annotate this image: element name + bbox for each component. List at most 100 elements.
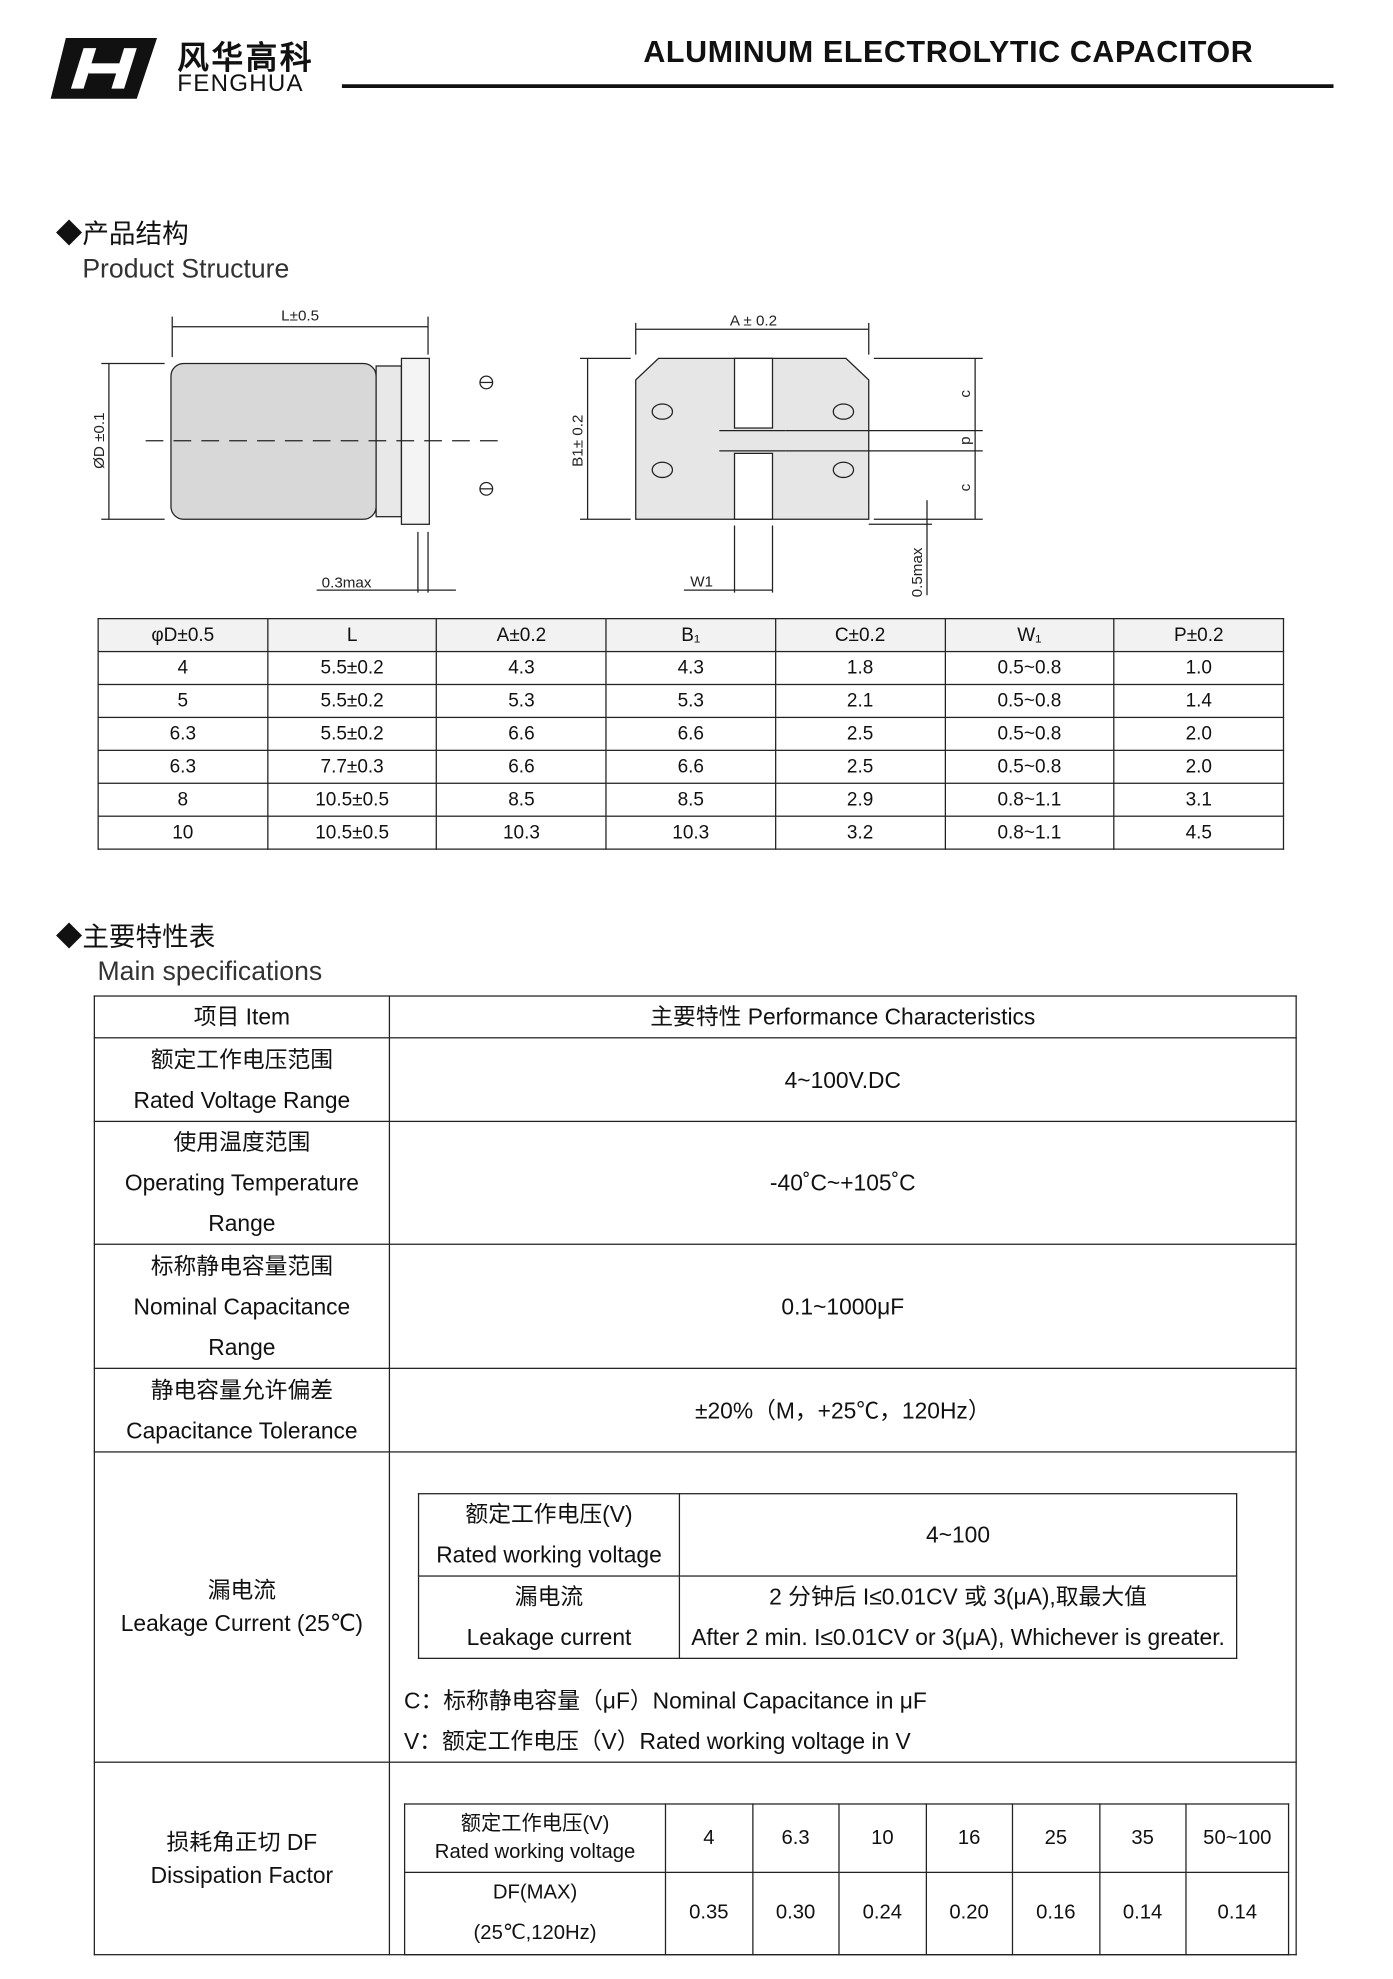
cell-line: 额定工作电压范围 [150, 1046, 334, 1073]
df-cell: 0.16 [1011, 1871, 1100, 1956]
df-table: 额定工作电压(V) Rated working voltage 4 6.3 10 16 25… [403, 1803, 1290, 1956]
cell-line: Rated working voltage [434, 1840, 636, 1863]
cell-line: Rated Voltage Range [133, 1087, 351, 1113]
spec-table: 项目 Item 主要特性 Performance Characteristics 额… [93, 995, 1297, 1956]
df-cell: DF(MAX) (25℃,120Hz) [403, 1871, 667, 1956]
section-heading: ◆主要特性表 [55, 923, 216, 953]
cell-line: Range [208, 1334, 276, 1360]
table-cell: 0.5~0.8 [944, 716, 1115, 751]
df-cell: 0.14 [1098, 1871, 1187, 1956]
table-cell: 2.5 [774, 716, 946, 751]
item-cell: 损耗角正切 DF Dissipation Factor [93, 1761, 391, 1956]
dimension-table: φD±0.5 L A±0.2 B₁ C±0.2 W₁ P±0.2 4 5.5±0.2 4.3 4.3… [97, 618, 1285, 850]
spec-row: 静电容量允许偏差 Capacitance Tolerance ±20%（M，+25℃… [93, 1367, 1297, 1453]
header-cell: B₁ [605, 618, 777, 653]
table-cell: 5.5±0.2 [266, 650, 438, 686]
table-cell: 2.1 [774, 683, 946, 719]
cell-line: Rated working voltage [436, 1542, 662, 1568]
dim-label: 0.3max [322, 575, 372, 592]
dim-label: c [957, 390, 974, 398]
df-cell: 0.35 [664, 1871, 753, 1956]
table-cell: 8 [97, 782, 269, 817]
cell-line: 漏电流 [207, 1577, 277, 1604]
header-row: φD±0.5 L A±0.2 B₁ C±0.2 W₁ P±0.2 [97, 618, 1285, 653]
value-cell: 0.1~1000μF [388, 1243, 1297, 1369]
table-cell: 4.3 [436, 650, 607, 686]
table-cell: 0.5~0.8 [944, 749, 1115, 784]
doc-title: ALUMINUM ELECTROLYTIC CAPACITOR [643, 35, 1254, 70]
table-cell: 2.5 [774, 749, 946, 784]
leakage-cell: 额定工作电压(V) Rated working voltage [417, 1493, 681, 1577]
cell-line: 静电容量允许偏差 [150, 1377, 334, 1403]
item-cell: 标称静电容量范围 Nominal Capacitance Range [93, 1243, 391, 1369]
table-cell: 2.0 [1113, 749, 1285, 784]
value-cell: ±20%（M，+25℃，120Hz） [388, 1367, 1297, 1453]
table-cell: 6.6 [436, 716, 607, 751]
cell-line: Dissipation Factor [150, 1862, 334, 1888]
table-cell: 0.5~0.8 [944, 650, 1115, 686]
header-row: 项目 Item 主要特性 Performance Characteristics [93, 995, 1297, 1039]
cell-line: 漏电流 [514, 1584, 584, 1610]
df-cell: 0.24 [838, 1871, 927, 1956]
dim-label: A ± 0.2 [730, 312, 777, 329]
cell-line: Nominal Capacitance [133, 1293, 351, 1319]
leakage-row: 额定工作电压(V) Rated working voltage 4~100 [417, 1493, 1238, 1577]
cell-line: 损耗角正切 DF [166, 1829, 318, 1855]
item-cell: 额定工作电压范围 Rated Voltage Range [93, 1037, 391, 1123]
value-cell: 额定工作电压(V) Rated working voltage 4 6.3 10 16 25… [388, 1761, 1297, 1956]
item-cell: 使用温度范围 Operating Temperature Range [93, 1120, 391, 1245]
dim-label: p [957, 436, 974, 444]
table-cell: 3.2 [774, 815, 946, 850]
header-cell: L [266, 618, 438, 653]
note: V：额定工作电压（V）Rated working voltage in V [403, 1728, 911, 1754]
table-cell: 2.9 [774, 782, 946, 817]
dim-label: B1± 0.2 [570, 415, 587, 467]
leakage-cell: 4~100 [678, 1493, 1238, 1577]
table-cell: 1.4 [1113, 683, 1285, 719]
cell-line: 使用温度范围 [173, 1129, 311, 1155]
leakage-table: 额定工作电压(V) Rated working voltage 4~100 漏电流 Le… [417, 1493, 1238, 1659]
table-cell: 10.3 [605, 815, 777, 850]
table-cell: 8.5 [436, 782, 607, 817]
spec-row: 额定工作电压范围 Rated Voltage Range 4~100V.DC [93, 1037, 1297, 1123]
capacitor-footprint [580, 322, 983, 596]
dim-label: 0.5max [909, 547, 926, 597]
cell-line: 额定工作电压(V) [460, 1812, 610, 1835]
table-cell: 1.8 [774, 650, 946, 686]
header-cell: C±0.2 [774, 618, 946, 653]
cell-line: 2 分钟后 I≤0.01CV 或 3(μA),取最大值 [769, 1584, 1147, 1610]
table-cell: 4.5 [1113, 815, 1285, 850]
header-cell: φD±0.5 [97, 618, 269, 653]
table-cell: 6.6 [436, 749, 607, 784]
table-cell: 0.5~0.8 [944, 683, 1115, 719]
section-subheading: Main specifications [97, 957, 323, 987]
header-cell: 主要特性 Performance Characteristics [388, 995, 1297, 1039]
df-row: 额定工作电压(V) Rated working voltage 4 6.3 10 16 25… [403, 1803, 1290, 1874]
table-cell: 5 [97, 683, 269, 719]
note: C：标称静电容量（μF）Nominal Capacitance in μF [403, 1688, 927, 1714]
value-cell: 4~100V.DC [388, 1037, 1297, 1123]
cell-line: 额定工作电压(V) [465, 1501, 633, 1528]
header-cell: P±0.2 [1113, 618, 1285, 653]
df-cell: 4 [664, 1803, 753, 1874]
brand-cn: 风华高科 [177, 40, 315, 76]
df-cell: 50~100 [1185, 1803, 1290, 1874]
cell-line: After 2 min. I≤0.01CV or 3(μA), Whicheve… [691, 1624, 1225, 1651]
df-cell: 0.30 [751, 1871, 840, 1956]
table-cell: 0.8~1.1 [944, 782, 1115, 817]
df-row: DF(MAX) (25℃,120Hz) 0.35 0.30 0.24 0.20 0.16 0.… [403, 1871, 1290, 1956]
section-subheading: Product Structure [82, 254, 290, 284]
table-cell: 6.3 [97, 749, 269, 784]
graphics: L±0.5 ØD ±0.1 0.3max A ± 0.2 B1± 0.2 W1 … [50, 37, 1334, 597]
leakage-row: 漏电流 Leakage current 2 分钟后 I≤0.01CV 或 3(μA)… [417, 1575, 1238, 1659]
table-cell: 7.7±0.3 [266, 749, 438, 784]
table-cell: 2.0 [1113, 716, 1285, 751]
dim-label: W1 [690, 573, 713, 590]
df-cell: 0.20 [925, 1871, 1014, 1956]
cell-line: DF(MAX) [492, 1881, 578, 1904]
leakage-cell: 2 分钟后 I≤0.01CV 或 3(μA),取最大值 After 2 min. … [678, 1575, 1238, 1659]
cell-line: Operating Temperature [124, 1170, 359, 1196]
table-cell: 10.5±0.5 [266, 782, 438, 817]
cell-line: Leakage current [466, 1624, 632, 1651]
